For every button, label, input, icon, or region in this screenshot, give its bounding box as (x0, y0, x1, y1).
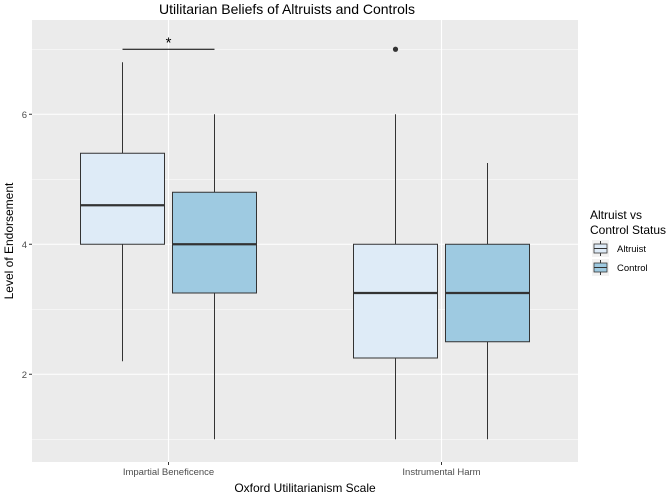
y-axis-ticks: 2 4 6 (22, 110, 32, 381)
chart-title: Utilitarian Beliefs of Altruists and Con… (159, 1, 415, 17)
legend-label: Control (617, 263, 648, 274)
legend-items: Altruist Control (592, 240, 648, 276)
box-altruist-0 (80, 62, 165, 362)
box-control-1 (445, 163, 530, 440)
x-axis-title: Oxford Utilitarianism Scale (234, 481, 376, 494)
box-rect (80, 152, 165, 245)
legend: Altruist vs Control Status Altruist Contr… (590, 208, 666, 276)
y-tick-label: 6 (22, 110, 27, 121)
box-control-0 (172, 114, 257, 440)
box-altruist-1 (353, 46, 438, 440)
legend-item-control: Control (592, 259, 648, 276)
significance-label: * (166, 34, 172, 51)
significance-annotation: * (122, 34, 215, 51)
box-plots (80, 46, 530, 440)
y-tick-label: 4 (22, 240, 27, 251)
x-tick-label: Instrumental Harm (402, 467, 480, 478)
y-axis-title: Level of Endorsement (2, 182, 16, 299)
box-rect (353, 243, 438, 359)
legend-title-line2: Control Status (590, 223, 666, 237)
legend-title-line1: Altruist vs (590, 208, 642, 222)
outlier-point (392, 46, 399, 52)
legend-item-altruist: Altruist (592, 240, 646, 257)
x-tick-label: Impartial Beneficence (123, 467, 214, 478)
legend-label: Altruist (617, 244, 646, 255)
y-tick-label: 2 (22, 370, 27, 381)
box-rect (172, 191, 257, 294)
x-axis-ticks: Impartial Beneficence Instrumental Harm (123, 462, 481, 478)
